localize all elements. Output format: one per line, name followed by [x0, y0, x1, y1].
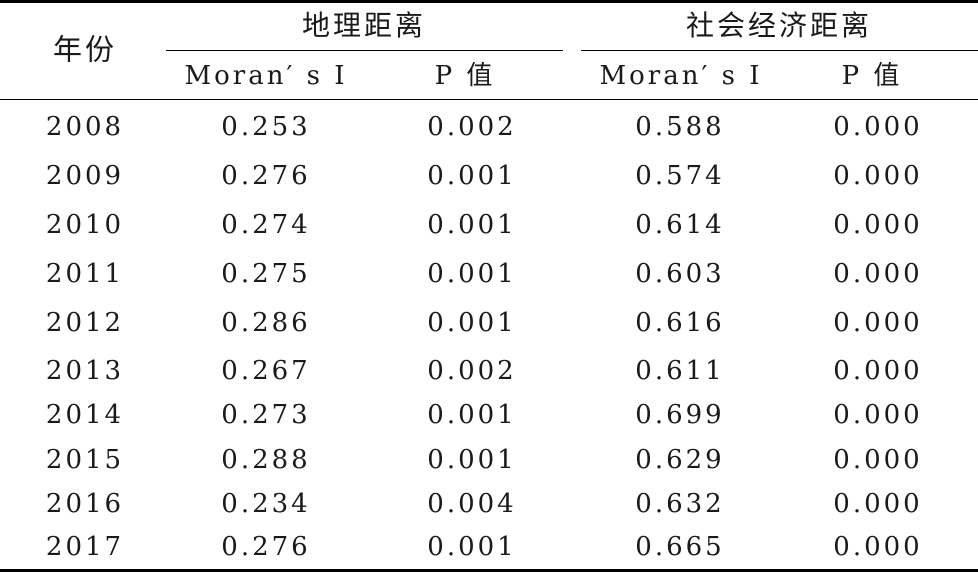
cell-geo-p: 0.004	[427, 489, 517, 519]
cell-econ-p: 0.000	[833, 489, 923, 519]
header-econ-p: P 值	[841, 61, 903, 91]
header-year: 年份	[52, 32, 118, 67]
cell-econ-p: 0.000	[833, 112, 923, 142]
cell-geo-p: 0.001	[427, 259, 517, 289]
cell-econ-moran: 0.614	[635, 210, 725, 240]
table-row: 2010 0.274 0.001 0.614 0.000	[0, 205, 978, 245]
cell-geo-p: 0.001	[427, 308, 517, 338]
cell-econ-p: 0.000	[833, 400, 923, 430]
econ-group-rule	[581, 50, 978, 51]
cell-econ-moran: 0.665	[635, 532, 725, 562]
cell-geo-p: 0.001	[427, 532, 517, 562]
cell-econ-moran: 0.574	[635, 161, 725, 191]
cell-econ-moran: 0.616	[635, 308, 725, 338]
cell-geo-moran: 0.274	[221, 210, 311, 240]
table-bottom-rule	[0, 569, 978, 572]
cell-year: 2013	[45, 356, 125, 386]
cell-econ-moran: 0.603	[635, 259, 725, 289]
cell-year: 2012	[45, 308, 125, 338]
table-row: 2017 0.276 0.001 0.665 0.000	[0, 527, 978, 567]
table-row: 2008 0.253 0.002 0.588 0.000	[0, 107, 978, 147]
header-econ-moran: Moran′ s I	[599, 61, 763, 91]
cell-geo-p: 0.002	[427, 356, 517, 386]
cell-geo-moran: 0.253	[221, 112, 311, 142]
cell-econ-p: 0.000	[833, 210, 923, 240]
cell-econ-p: 0.000	[833, 161, 923, 191]
cell-geo-p: 0.002	[427, 112, 517, 142]
cell-geo-moran: 0.276	[221, 161, 311, 191]
table-row: 2011 0.275 0.001 0.603 0.000	[0, 254, 978, 294]
table-row: 2015 0.288 0.001 0.629 0.000	[0, 440, 978, 480]
header-bottom-rule	[0, 99, 978, 100]
table-top-rule	[0, 0, 978, 3]
cell-geo-moran: 0.286	[221, 308, 311, 338]
cell-geo-p: 0.001	[427, 400, 517, 430]
cell-geo-p: 0.001	[427, 161, 517, 191]
cell-econ-moran: 0.588	[635, 112, 725, 142]
cell-geo-moran: 0.275	[221, 259, 311, 289]
cell-geo-moran: 0.267	[221, 356, 311, 386]
cell-geo-moran: 0.288	[221, 445, 311, 475]
header-group-econ: 社会经济距离	[685, 9, 873, 42]
cell-geo-moran: 0.234	[221, 489, 311, 519]
cell-geo-p: 0.001	[427, 210, 517, 240]
table-row: 2009 0.276 0.001 0.574 0.000	[0, 156, 978, 196]
cell-year: 2008	[45, 112, 125, 142]
cell-geo-p: 0.001	[427, 445, 517, 475]
cell-geo-moran: 0.276	[221, 532, 311, 562]
cell-econ-p: 0.000	[833, 356, 923, 386]
cell-econ-moran: 0.699	[635, 400, 725, 430]
cell-year: 2010	[45, 210, 125, 240]
cell-year: 2017	[45, 532, 125, 562]
header-geo-moran: Moran′ s I	[184, 61, 348, 91]
cell-year: 2016	[45, 489, 125, 519]
cell-econ-moran: 0.629	[635, 445, 725, 475]
cell-econ-p: 0.000	[833, 308, 923, 338]
table-row: 2014 0.273 0.001 0.699 0.000	[0, 395, 978, 435]
cell-econ-p: 0.000	[833, 259, 923, 289]
cell-econ-p: 0.000	[833, 532, 923, 562]
table-row: 2012 0.286 0.001 0.616 0.000	[0, 303, 978, 343]
cell-econ-p: 0.000	[833, 445, 923, 475]
header-geo-p: P 值	[434, 61, 496, 91]
cell-geo-moran: 0.273	[221, 400, 311, 430]
cell-year: 2009	[45, 161, 125, 191]
geo-group-rule	[166, 50, 563, 51]
cell-econ-moran: 0.611	[635, 356, 725, 386]
cell-econ-moran: 0.632	[635, 489, 725, 519]
cell-year: 2015	[45, 445, 125, 475]
table-row: 2016 0.234 0.004 0.632 0.000	[0, 484, 978, 524]
cell-year: 2011	[45, 259, 125, 289]
header-group-geo: 地理距离	[301, 9, 427, 42]
table-row: 2013 0.267 0.002 0.611 0.000	[0, 351, 978, 391]
cell-year: 2014	[45, 400, 125, 430]
